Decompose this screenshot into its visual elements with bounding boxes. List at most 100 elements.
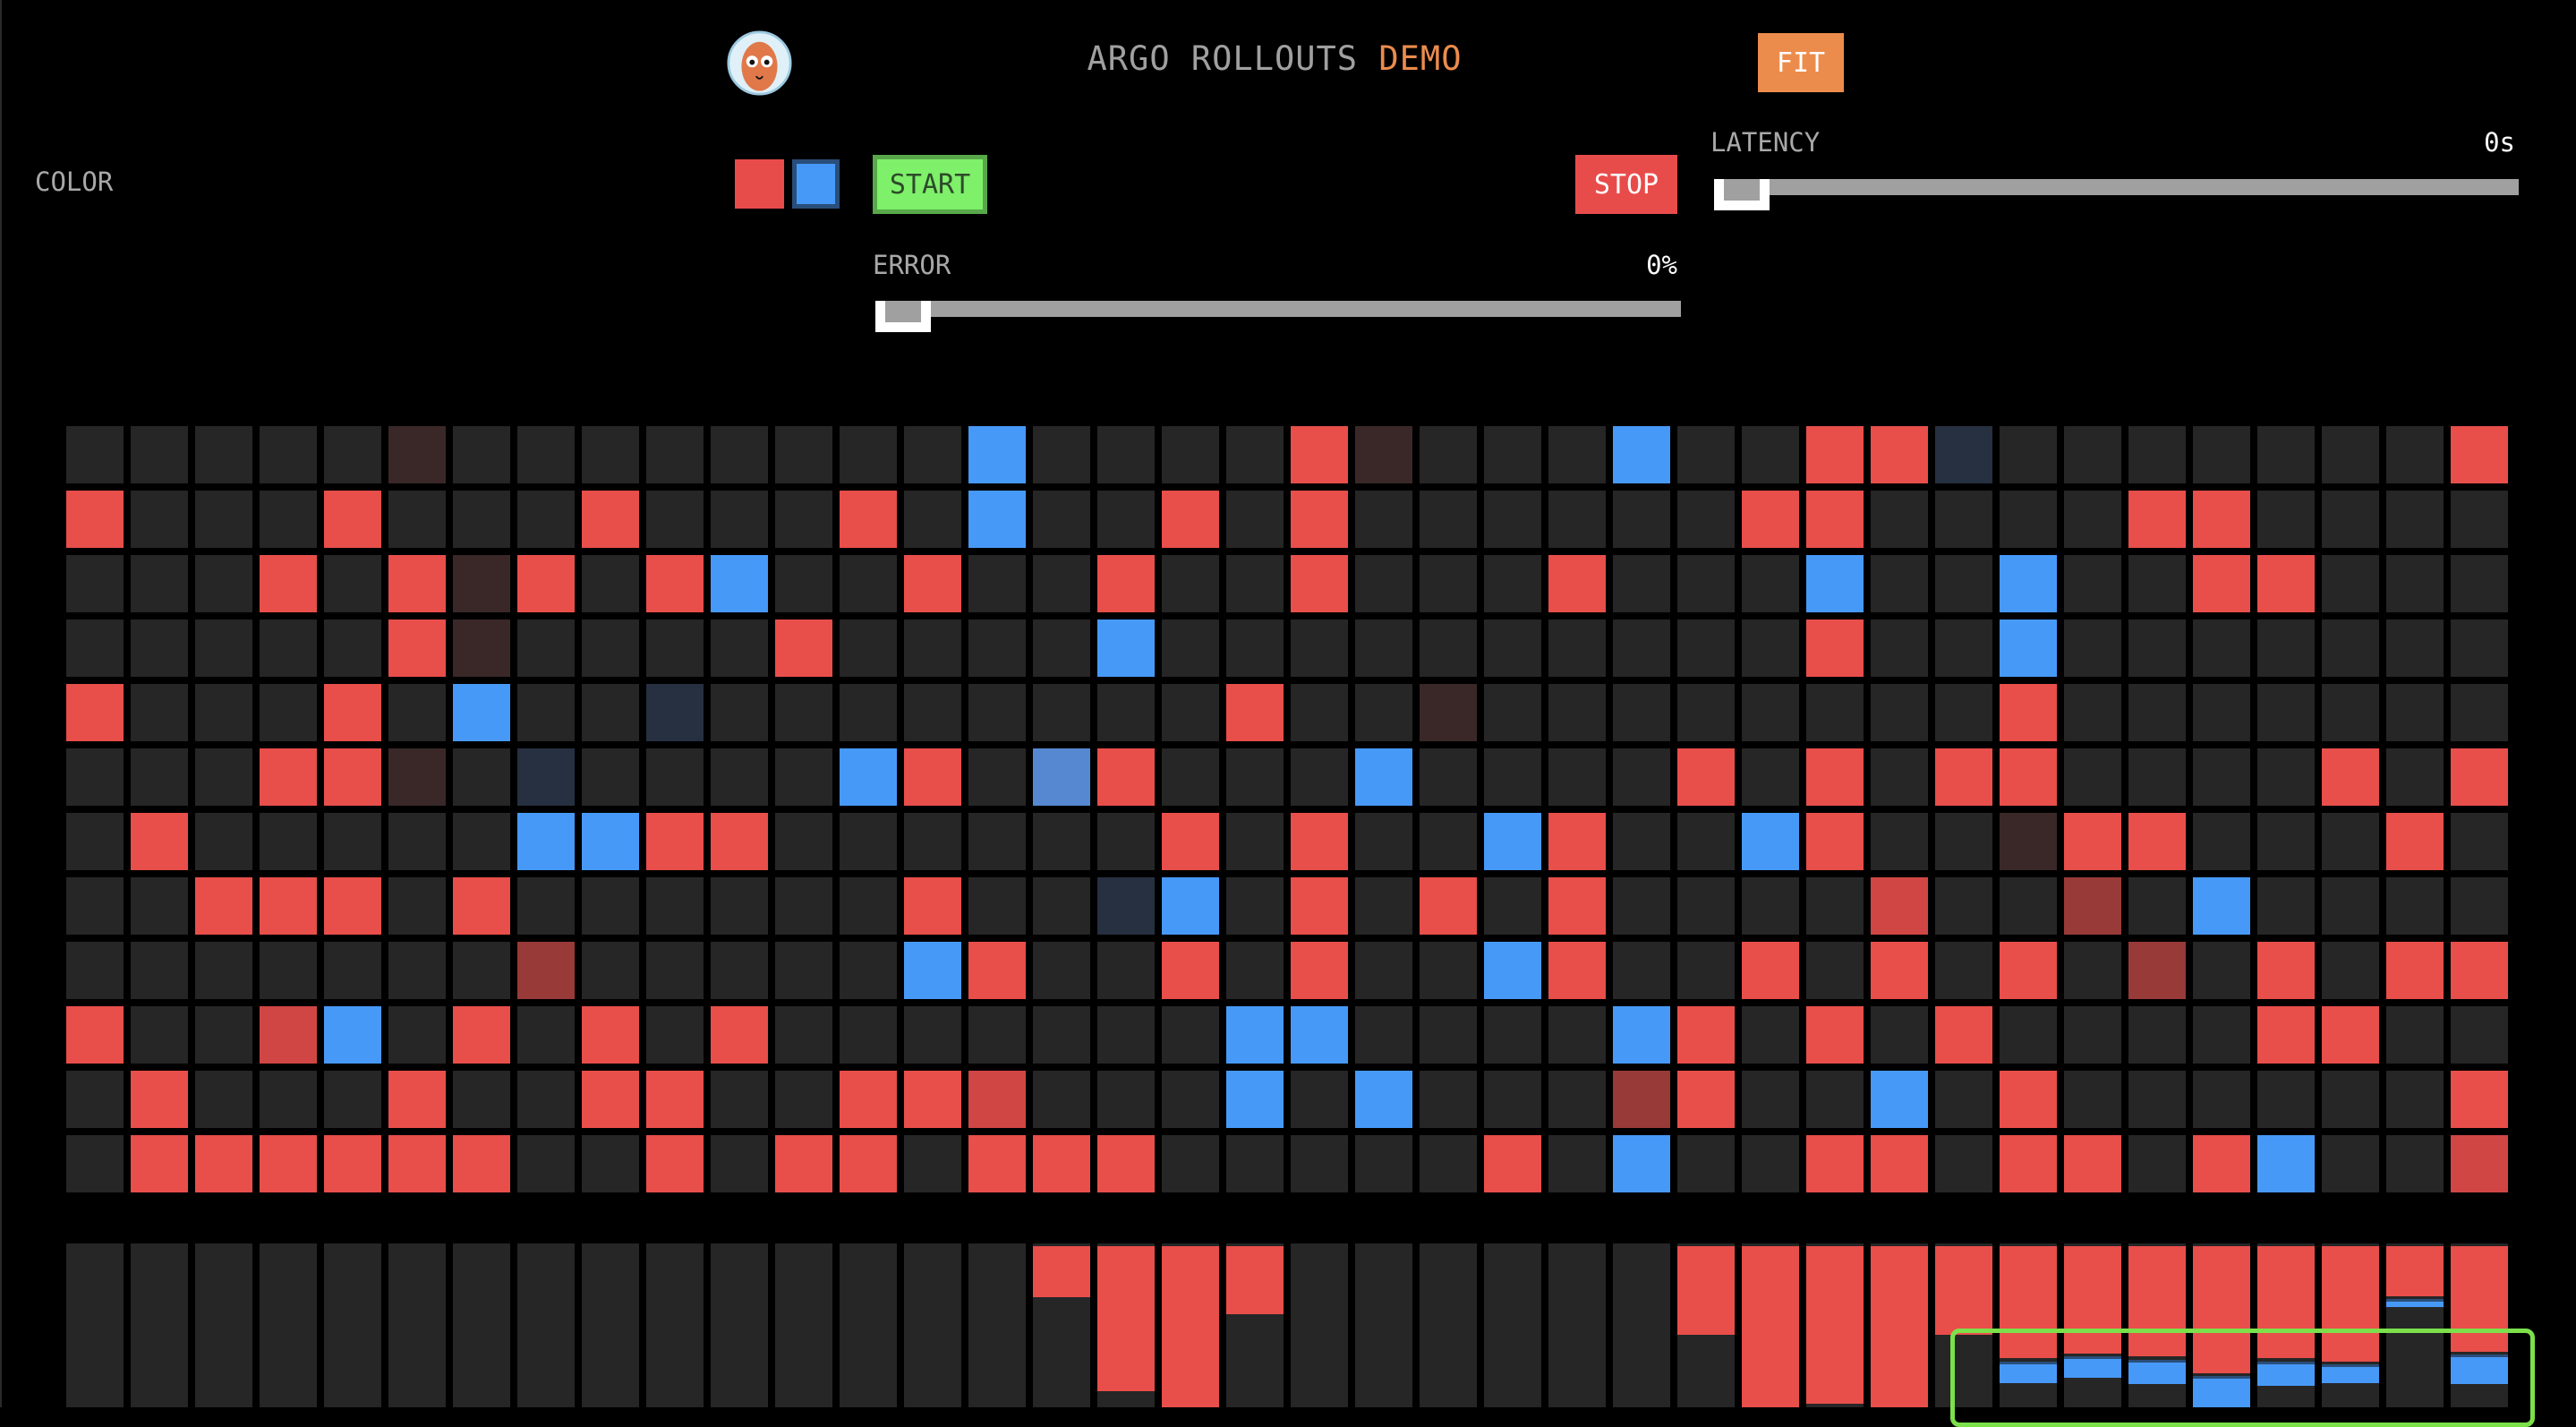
grid-cell [2386,813,2444,870]
grid-cell [66,1135,124,1192]
grid-cell [453,877,510,935]
version-bar [1484,1243,1541,1407]
grid-cell [1291,877,1348,935]
grid-cell [2257,813,2315,870]
bar-segment-red [2000,1245,2057,1359]
bar-segment-red [2128,1245,2186,1357]
version-bar [711,1243,768,1407]
grid-cell [453,684,510,741]
grid-cell [1097,1071,1155,1128]
grid-cell [2386,1071,2444,1128]
grid-cell [1162,426,1219,483]
grid-cell [1226,877,1284,935]
start-button[interactable]: START [873,155,987,214]
grid-cell [66,491,124,548]
grid-cell [1548,684,1606,741]
fit-button[interactable]: FIT [1758,33,1844,92]
grid-cell [388,620,446,677]
grid-cell [711,491,768,548]
grid-cell [1484,555,1541,612]
grid-cell [2000,491,2057,548]
version-bar [2193,1243,2250,1407]
grid-cell [66,555,124,612]
grid-cell [388,877,446,935]
grid-cell [2000,877,2057,935]
grid-cell [1806,1071,1864,1128]
grid-cell [1871,684,1928,741]
grid-cell [775,1071,832,1128]
grid-cell [388,1071,446,1128]
grid-cell [1291,620,1348,677]
version-bar [2064,1243,2121,1407]
bar-segment-red [2064,1245,2121,1354]
grid-cell [324,1135,381,1192]
grid-cell [2000,813,2057,870]
grid-cell [324,555,381,612]
grid-cell [195,491,252,548]
version-bar [66,1243,124,1407]
color-swatch-red[interactable] [735,159,784,209]
grid-cell [131,426,188,483]
grid-cell [968,748,1026,806]
version-bar [260,1243,317,1407]
stop-button[interactable]: STOP [1575,155,1677,214]
version-bar [1291,1243,1348,1407]
grid-cell [1162,620,1219,677]
grid-cell [2257,491,2315,548]
version-bar [2000,1243,2057,1407]
grid-cell [1613,942,1670,999]
latency-slider-thumb[interactable] [1714,179,1770,210]
grid-cell [2064,1006,2121,1064]
grid-cell [2451,491,2508,548]
grid-cell [2064,1071,2121,1128]
grid-cell [2451,1135,2508,1192]
grid-cell [2451,1071,2508,1128]
grid-cell [1420,877,1477,935]
grid-cell [840,1071,897,1128]
grid-cell [2322,684,2379,741]
grid-cell [517,684,575,741]
grid-cell [2128,1071,2186,1128]
argo-logo-icon [727,30,792,96]
grid-cell [1484,748,1541,806]
grid-cell [2193,426,2250,483]
grid-cell [840,942,897,999]
grid-cell [66,426,124,483]
grid-cell [2193,813,2250,870]
grid-cell [260,491,317,548]
grid-cell [2257,684,2315,741]
grid-cell [517,1135,575,1192]
grid-cell [1484,1006,1541,1064]
grid-cell [775,684,832,741]
grid-cell [1033,491,1090,548]
grid-cell [1355,555,1412,612]
grid-cell [388,748,446,806]
error-slider-thumb[interactable] [875,301,931,332]
grid-cell [1806,491,1864,548]
grid-cell [453,555,510,612]
canary-highlight-outline [1950,1329,2535,1427]
grid-cell [646,1006,704,1064]
grid-cell [968,491,1026,548]
grid-cell [904,748,961,806]
grid-cell [195,942,252,999]
grid-cell [388,684,446,741]
grid-cell [1871,748,1928,806]
grid-cell [1677,942,1735,999]
bar-segment-red [2257,1245,2315,1359]
color-swatch-blue[interactable] [792,159,840,209]
grid-cell [2193,1135,2250,1192]
grid-cell [1420,1071,1477,1128]
grid-cell [840,748,897,806]
grid-cell [2000,1135,2057,1192]
grid-cell [904,426,961,483]
version-bar [1420,1243,1477,1407]
grid-cell [1742,684,1799,741]
grid-cell [1742,1006,1799,1064]
grid-cell [1226,491,1284,548]
error-slider-track[interactable] [875,301,1681,317]
latency-slider-track[interactable] [1714,179,2519,195]
grid-cell [1677,426,1735,483]
grid-cell [2451,748,2508,806]
grid-cell [1226,942,1284,999]
